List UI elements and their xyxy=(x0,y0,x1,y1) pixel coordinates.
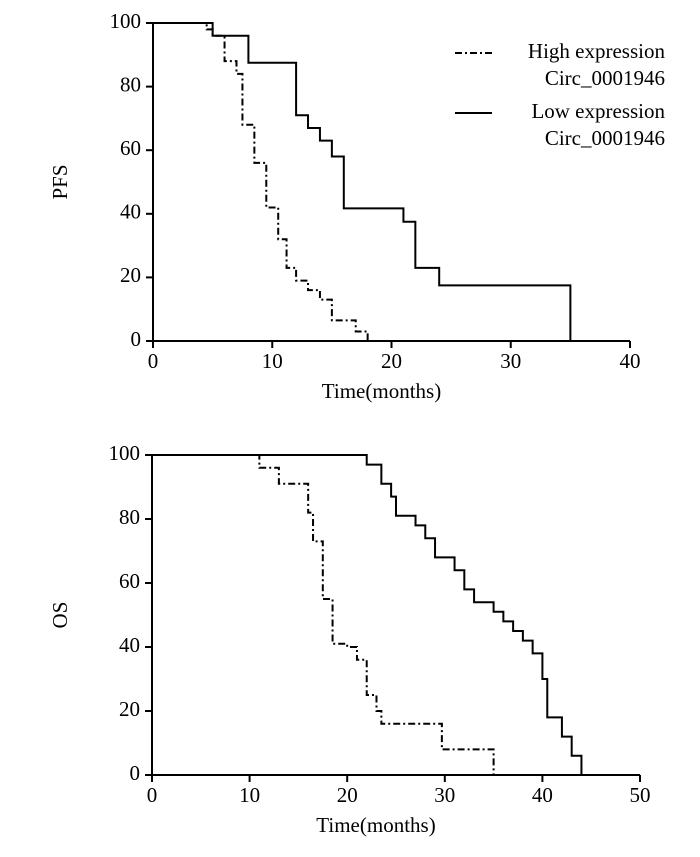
y-axis-label: PFS xyxy=(48,164,72,199)
survival-curve xyxy=(152,454,583,775)
survival-curve xyxy=(153,22,369,341)
y-tick-label: 80 xyxy=(120,72,141,96)
y-axis-label: OS xyxy=(48,602,72,629)
y-tick-label: 40 xyxy=(120,200,141,224)
x-axis-label: Time(months) xyxy=(322,379,441,403)
legend-label: Low expression Circ_0001946 xyxy=(531,99,665,150)
x-tick-label: 50 xyxy=(630,783,651,807)
x-tick-label: 0 xyxy=(148,349,159,373)
x-axis-label: Time(months) xyxy=(316,813,435,837)
y-tick-label: 0 xyxy=(130,761,141,785)
y-tick-label: 100 xyxy=(109,441,141,465)
x-tick-label: 10 xyxy=(239,783,260,807)
y-tick-label: 100 xyxy=(110,9,142,33)
survival-curve xyxy=(152,454,495,775)
y-tick-label: 40 xyxy=(119,633,140,657)
y-tick-label: 60 xyxy=(120,136,141,160)
y-tick-label: 60 xyxy=(119,569,140,593)
x-tick-label: 30 xyxy=(500,349,521,373)
x-tick-label: 20 xyxy=(337,783,358,807)
x-tick-label: 30 xyxy=(434,783,455,807)
y-tick-label: 20 xyxy=(120,263,141,287)
x-tick-label: 40 xyxy=(532,783,553,807)
x-tick-label: 10 xyxy=(262,349,283,373)
legend-label: High expression Circ_0001946 xyxy=(528,39,666,90)
x-tick-label: 20 xyxy=(381,349,402,373)
x-tick-label: 40 xyxy=(620,349,641,373)
y-tick-label: 20 xyxy=(119,697,140,721)
survival-curve xyxy=(153,22,572,341)
x-tick-label: 0 xyxy=(147,783,158,807)
y-tick-label: 0 xyxy=(131,327,142,351)
y-tick-label: 80 xyxy=(119,505,140,529)
